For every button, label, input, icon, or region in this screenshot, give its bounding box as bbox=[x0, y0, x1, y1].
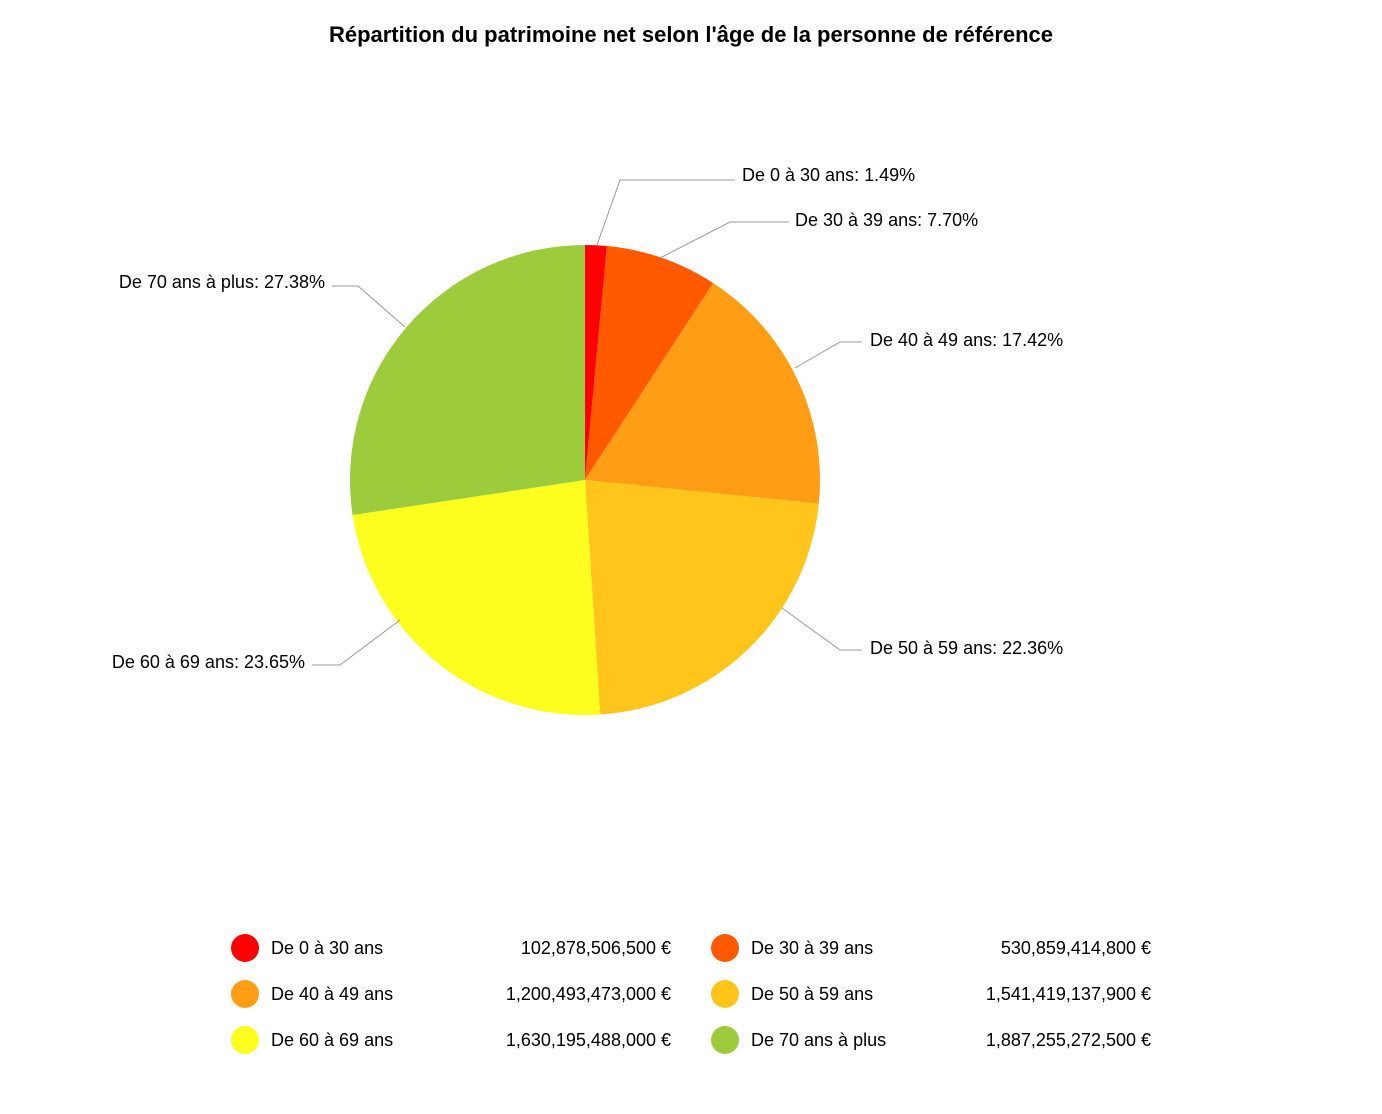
legend-label: De 30 à 39 ans bbox=[751, 938, 921, 959]
legend-label: De 0 à 30 ans bbox=[271, 938, 441, 959]
legend-label: De 50 à 59 ans bbox=[751, 984, 921, 1005]
legend-value: 1,630,195,488,000 € bbox=[441, 1030, 671, 1051]
legend-swatch bbox=[711, 1026, 739, 1054]
slice-label: De 40 à 49 ans: 17.42% bbox=[870, 330, 1063, 351]
legend-item: De 50 à 59 ans1,541,419,137,900 € bbox=[711, 980, 1151, 1008]
legend-item: De 0 à 30 ans102,878,506,500 € bbox=[231, 934, 671, 962]
legend-label: De 70 ans à plus bbox=[751, 1030, 921, 1051]
slice-label: De 60 à 69 ans: 23.65% bbox=[112, 652, 305, 673]
pie-chart bbox=[0, 0, 1382, 900]
legend-item: De 40 à 49 ans1,200,493,473,000 € bbox=[231, 980, 671, 1008]
slice-label: De 50 à 59 ans: 22.36% bbox=[870, 638, 1063, 659]
leader-line bbox=[332, 286, 405, 327]
legend-item: De 30 à 39 ans530,859,414,800 € bbox=[711, 934, 1151, 962]
legend-value: 530,859,414,800 € bbox=[921, 938, 1151, 959]
legend: De 0 à 30 ans102,878,506,500 € De 30 à 39… bbox=[231, 934, 1151, 1054]
leader-line bbox=[312, 620, 400, 665]
legend-swatch bbox=[231, 934, 259, 962]
legend-swatch bbox=[711, 934, 739, 962]
legend-swatch bbox=[231, 980, 259, 1008]
slice-label: De 30 à 39 ans: 7.70% bbox=[795, 210, 978, 231]
legend-value: 1,200,493,473,000 € bbox=[441, 984, 671, 1005]
legend-value: 1,541,419,137,900 € bbox=[921, 984, 1151, 1005]
leader-line bbox=[660, 222, 789, 258]
pie-slice bbox=[585, 480, 819, 715]
legend-label: De 60 à 69 ans bbox=[271, 1030, 441, 1051]
slice-label: De 0 à 30 ans: 1.49% bbox=[742, 165, 915, 186]
pie-slice bbox=[350, 245, 585, 515]
legend-swatch bbox=[711, 980, 739, 1008]
legend-swatch bbox=[231, 1026, 259, 1054]
leader-line bbox=[795, 342, 862, 368]
legend-label: De 40 à 49 ans bbox=[271, 984, 441, 1005]
legend-item: De 60 à 69 ans1,630,195,488,000 € bbox=[231, 1026, 671, 1054]
legend-item: De 70 ans à plus1,887,255,272,500 € bbox=[711, 1026, 1151, 1054]
leader-line bbox=[597, 180, 735, 245]
leader-line bbox=[782, 608, 862, 650]
slice-label: De 70 ans à plus: 27.38% bbox=[119, 272, 325, 293]
legend-value: 1,887,255,272,500 € bbox=[921, 1030, 1151, 1051]
legend-value: 102,878,506,500 € bbox=[441, 938, 671, 959]
pie-slice bbox=[353, 480, 601, 715]
